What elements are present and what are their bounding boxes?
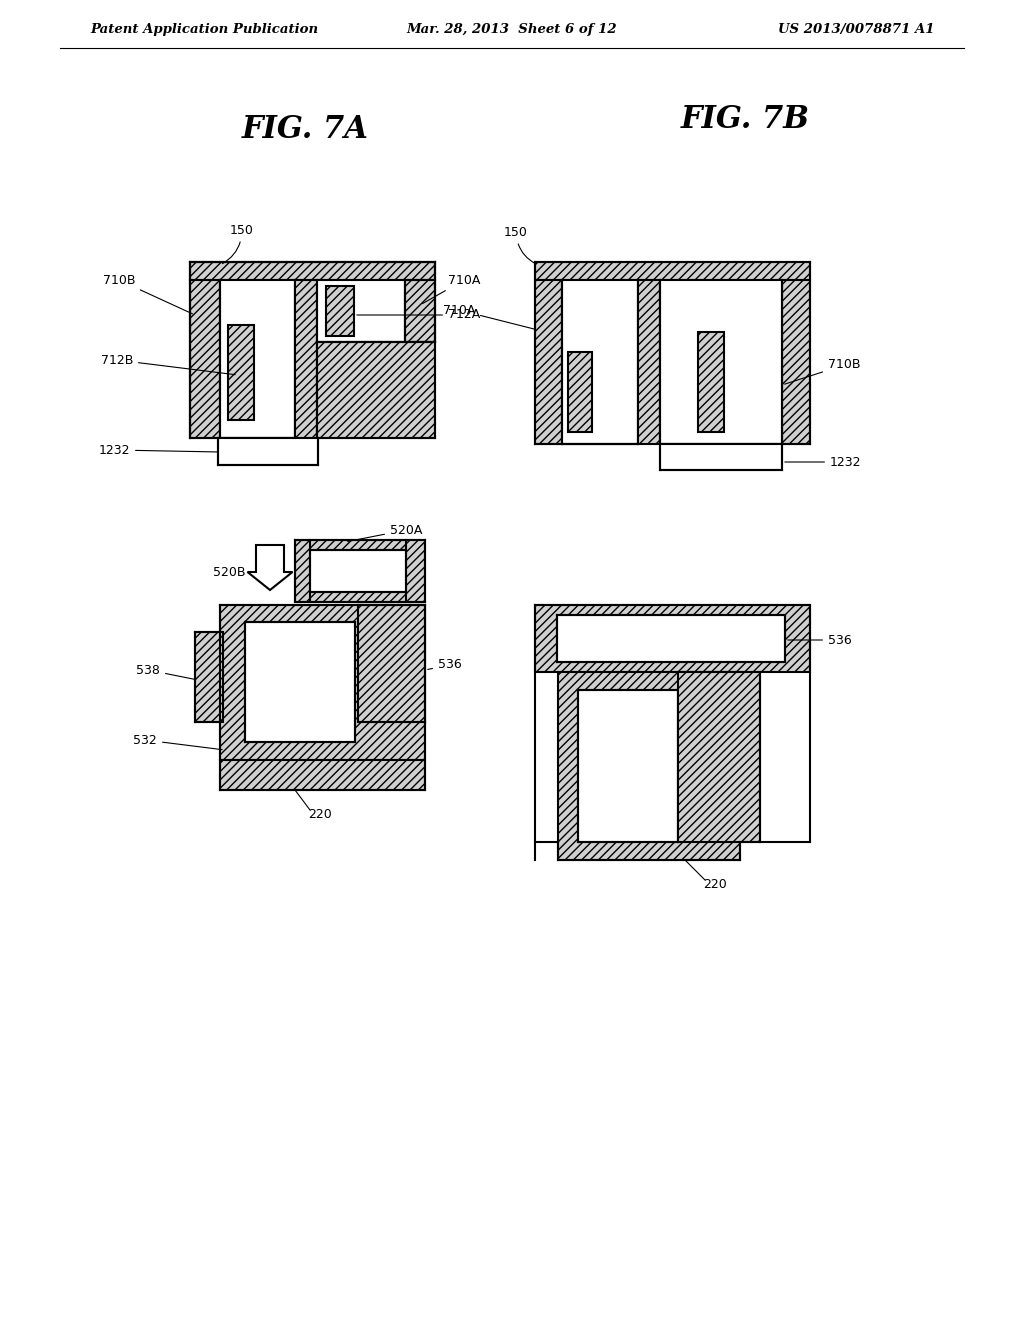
Bar bbox=[190, 280, 220, 438]
Text: 150: 150 bbox=[222, 223, 254, 264]
Text: 1232: 1232 bbox=[98, 444, 217, 457]
Text: 710A: 710A bbox=[423, 273, 480, 304]
Text: 536: 536 bbox=[787, 634, 852, 647]
Text: 532: 532 bbox=[133, 734, 222, 750]
Text: 1232: 1232 bbox=[784, 455, 861, 469]
Text: 710B: 710B bbox=[784, 359, 860, 384]
Bar bbox=[195, 632, 223, 722]
Bar bbox=[218, 438, 318, 465]
Bar bbox=[220, 605, 425, 760]
Bar bbox=[406, 280, 435, 342]
FancyArrow shape bbox=[248, 545, 293, 590]
Bar bbox=[220, 280, 295, 438]
Bar bbox=[295, 280, 317, 438]
Text: Mar. 28, 2013  Sheet 6 of 12: Mar. 28, 2013 Sheet 6 of 12 bbox=[407, 24, 617, 37]
Bar bbox=[698, 333, 724, 432]
Bar bbox=[558, 672, 740, 861]
Bar bbox=[660, 280, 782, 444]
Text: US 2013/0078871 A1: US 2013/0078871 A1 bbox=[777, 24, 934, 37]
Bar bbox=[562, 280, 638, 444]
Bar bbox=[568, 352, 592, 432]
Bar bbox=[535, 605, 810, 672]
Text: FIG. 7A: FIG. 7A bbox=[242, 115, 369, 145]
Text: 710A: 710A bbox=[442, 304, 536, 329]
Bar bbox=[678, 672, 760, 842]
Bar bbox=[535, 280, 562, 444]
Bar bbox=[638, 280, 660, 444]
Text: 150: 150 bbox=[504, 226, 536, 264]
Bar bbox=[190, 261, 435, 280]
Bar bbox=[782, 280, 810, 444]
Bar bbox=[317, 342, 435, 438]
Text: 520A: 520A bbox=[348, 524, 422, 541]
Bar bbox=[535, 261, 810, 280]
Bar bbox=[295, 540, 425, 602]
Bar bbox=[557, 615, 785, 663]
Text: 536: 536 bbox=[428, 659, 462, 672]
Text: 710B: 710B bbox=[102, 273, 193, 314]
Text: 712A: 712A bbox=[356, 309, 480, 322]
Bar bbox=[660, 444, 782, 470]
Text: FIG. 7B: FIG. 7B bbox=[681, 104, 810, 136]
Text: 520B: 520B bbox=[213, 565, 292, 578]
Bar bbox=[326, 286, 354, 337]
Text: Patent Application Publication: Patent Application Publication bbox=[90, 24, 318, 37]
Text: 712B: 712B bbox=[100, 354, 236, 375]
Text: 538: 538 bbox=[136, 664, 196, 680]
Bar bbox=[578, 690, 678, 842]
Bar bbox=[310, 550, 406, 591]
Bar bbox=[228, 325, 254, 420]
Text: 220: 220 bbox=[703, 879, 727, 891]
Bar bbox=[358, 605, 425, 722]
Text: 220: 220 bbox=[308, 808, 332, 821]
Bar bbox=[245, 622, 355, 742]
Bar bbox=[317, 280, 406, 342]
Bar bbox=[220, 760, 425, 789]
